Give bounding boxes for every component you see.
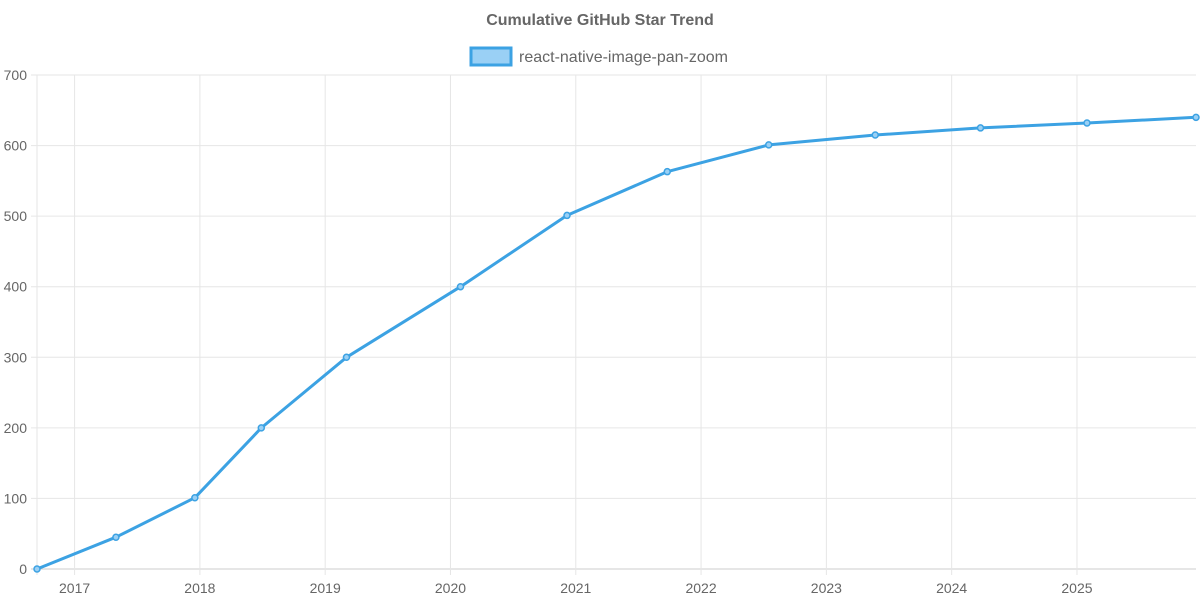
data-point[interactable] <box>257 424 266 432</box>
x-tick-label: 2020 <box>435 580 466 596</box>
x-tick-label: 2023 <box>811 580 842 596</box>
series-layer <box>33 113 1200 573</box>
x-tick-label: 2017 <box>59 580 90 596</box>
data-point[interactable] <box>33 565 41 573</box>
y-tick-label: 700 <box>4 67 28 83</box>
chart-title: Cumulative GitHub Star Trend <box>486 12 714 29</box>
data-point[interactable] <box>456 282 465 291</box>
data-point[interactable] <box>1192 113 1200 122</box>
y-tick-label: 600 <box>4 138 28 154</box>
x-tick-label: 2024 <box>936 580 967 596</box>
data-point[interactable] <box>112 533 120 541</box>
legend[interactable]: react-native-image-pan-zoom <box>469 46 728 67</box>
grid <box>31 74 1196 575</box>
x-tick-label: 2025 <box>1061 580 1092 596</box>
data-point[interactable] <box>764 141 773 149</box>
series-line <box>35 115 1198 571</box>
x-tick-label: 2019 <box>310 580 341 596</box>
y-tick-label: 300 <box>4 349 28 365</box>
y-tick-label: 400 <box>4 279 28 295</box>
data-point[interactable] <box>871 131 879 139</box>
y-tick-label: 200 <box>4 420 28 436</box>
data-point[interactable] <box>563 211 571 220</box>
data-point[interactable] <box>191 493 199 502</box>
data-point[interactable] <box>663 167 671 176</box>
y-tick-label: 0 <box>19 561 27 577</box>
x-tick-label: 2021 <box>560 580 591 596</box>
data-point[interactable] <box>342 353 351 362</box>
y-tick-label: 500 <box>4 208 28 224</box>
y-tick-label: 100 <box>4 490 28 506</box>
data-point[interactable] <box>1083 119 1091 127</box>
x-tick-label: 2022 <box>685 580 716 596</box>
data-point[interactable] <box>976 124 985 132</box>
axes: 0 100 200 300 400 500 600 700 2017 2018 2019 2020 20… <box>4 67 1093 596</box>
x-tick-label: 2018 <box>184 580 215 596</box>
legend-swatch <box>469 46 513 67</box>
legend-label: react-native-image-pan-zoom <box>519 49 728 66</box>
